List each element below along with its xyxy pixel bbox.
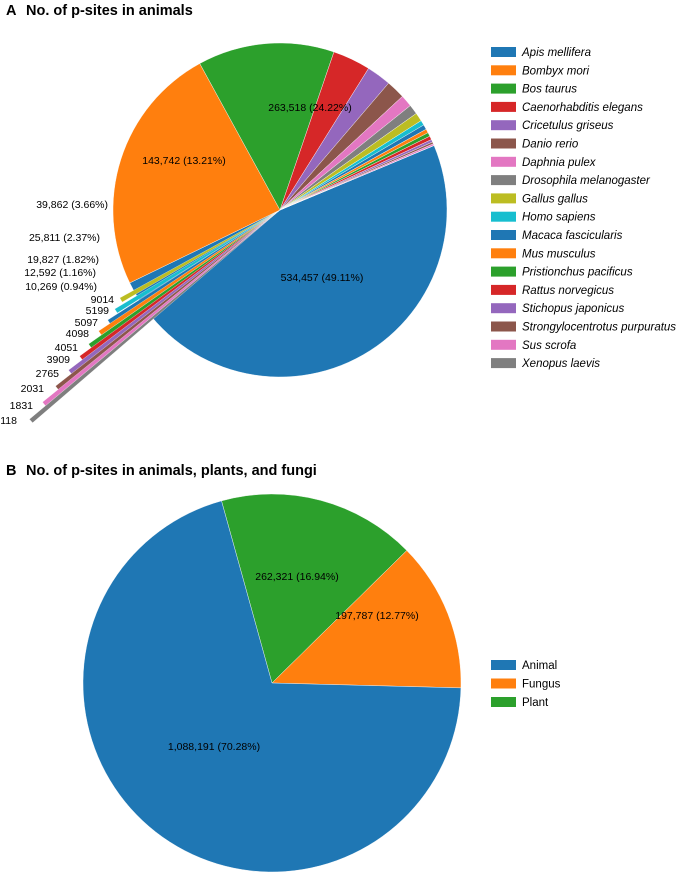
- panel-a-legend-swatch-pristionchus-pacificus: [491, 266, 516, 277]
- panel-a-legend-label-apis-mellifera: Apis mellifera: [521, 47, 591, 59]
- panel-a-chart: A No. of p-sites in animals 534,457 (49.…: [0, 3, 676, 427]
- panel-a-label-pristionchus-pacificus: 4051: [55, 342, 79, 354]
- panel-a-label-drosophila-melanogaster: 10,269 (0.94%): [25, 281, 97, 293]
- panel-a-legend-swatch-macaca-fascicularis: [491, 230, 516, 240]
- panel-a-legend: Apis mellifera Bombyx mori Bos taurus Caeno…: [491, 47, 676, 370]
- panel-a-sliver-gallus-gallus: [119, 209, 281, 303]
- panel-a-legend-label-caenorhabditis-elegans: Caenorhabditis elegans: [522, 102, 643, 114]
- panel-a-legend-swatch-drosophila-melanogaster: [491, 175, 516, 186]
- panel-a-legend-swatch-rattus-norvegicus: [491, 284, 516, 295]
- panel-a-label-xenopus-laevis: 118: [0, 415, 17, 427]
- panel-a-sliver-homo-sapiens: [114, 209, 281, 314]
- panel-a-label-mus-musculus: 4098: [66, 328, 90, 340]
- panel-a-slice-bombyx-mori: [112, 63, 281, 284]
- panel-b-slice-fungus: [271, 550, 462, 689]
- panel-a-legend-swatch-sus-scrofa: [491, 339, 516, 350]
- panel-b-label-plant: 262,321 (16.94%): [255, 571, 338, 583]
- panel-a-letter: A: [6, 3, 17, 19]
- panel-b-slice-animal: [82, 500, 462, 872]
- panel-a-label-strongylocentrotus-purpuratus: 2031: [21, 383, 45, 395]
- panel-a-label-cricetulus-griseus: 25,811 (2.37%): [29, 232, 100, 244]
- panel-a-label-stichopus-japonicus: 2765: [36, 368, 60, 380]
- panel-a-pie: 534,457 (49.11%) 263,518 (24.22%) 143,742 …: [0, 42, 448, 427]
- panel-a-legend-label-cricetulus-griseus: Cricetulus griseus: [522, 120, 614, 132]
- panel-b-letter: B: [6, 463, 16, 479]
- panel-a-legend-swatch-stichopus-japonicus: [491, 303, 516, 314]
- panel-b-legend-label-animal: Animal: [522, 660, 557, 672]
- panel-a-legend-label-homo-sapiens: Homo sapiens: [522, 212, 596, 224]
- panel-a-legend-swatch-daphnia-pulex: [491, 156, 516, 167]
- panel-a-label-bombyx-mori: 263,518 (24.22%): [268, 102, 351, 114]
- panel-a-slice-apis-mellifera: [129, 145, 448, 378]
- panel-b-legend-swatch-animal: [491, 660, 516, 670]
- panel-a-legend-swatch-bos-taurus: [491, 83, 516, 94]
- panel-a-legend-label-bos-taurus: Bos taurus: [522, 84, 577, 96]
- panel-a-slice-bos-taurus: [199, 42, 335, 211]
- panel-a-legend-swatch-strongylocentrotus-purpuratus: [491, 321, 516, 332]
- panel-b-legend-swatch-plant: [491, 697, 516, 707]
- panel-b-legend: Animal Fungus Plant: [491, 660, 561, 709]
- panel-a-legend-swatch-danio-rerio: [491, 138, 516, 149]
- panel-a-label-bos-taurus: 143,742 (13.21%): [142, 155, 225, 167]
- panel-a-legend-swatch-bombyx-mori: [491, 65, 516, 76]
- panel-a-label-macaca-fascicularis: 5097: [75, 317, 99, 329]
- panel-a-label-rattus-norvegicus: 3909: [47, 354, 71, 366]
- panel-a-legend-label-drosophila-melanogaster: Drosophila melanogaster: [522, 175, 651, 187]
- panel-a-label-apis-mellifera: 534,457 (49.11%): [281, 272, 364, 284]
- panel-b-legend-label-plant: Plant: [522, 697, 549, 709]
- panel-a-label-sus-scrofa: 1831: [10, 400, 34, 412]
- panel-a-legend-label-bombyx-mori: Bombyx mori: [522, 65, 590, 77]
- panel-a-legend-label-mus-musculus: Mus musculus: [522, 248, 596, 260]
- panel-a-legend-swatch-caenorhabditis-elegans: [491, 101, 516, 112]
- panel-a-title: No. of p-sites in animals: [26, 3, 193, 19]
- panel-a-label-daphnia-pulex: 12,592 (1.16%): [24, 267, 96, 279]
- panel-b-label-fungus: 197,787 (12.77%): [335, 610, 418, 622]
- panel-a-legend-swatch-apis-mellifera: [491, 47, 516, 57]
- panel-a-legend-swatch-cricetulus-griseus: [491, 120, 516, 131]
- panel-a-sliver-xenopus-laevis: [29, 209, 281, 424]
- panel-a-slice-xenopus-laevis: [279, 145, 435, 211]
- panel-a-legend-label-danio-rerio: Danio rerio: [522, 139, 579, 151]
- panel-b-label-animal: 1,088,191 (70.28%): [168, 741, 260, 753]
- panel-a-label-danio-rerio: 19,827 (1.82%): [27, 254, 99, 266]
- panel-b-title: No. of p-sites in animals, plants, and f…: [26, 463, 317, 479]
- panel-a-label-gallus-gallus: 9014: [91, 294, 115, 306]
- panel-a-legend-swatch-gallus-gallus: [491, 193, 516, 204]
- panel-a-legend-label-sus-scrofa: Sus scrofa: [522, 340, 576, 352]
- panel-b-chart: B No. of p-sites in animals, plants, and…: [6, 463, 561, 872]
- panel-b-legend-label-fungus: Fungus: [522, 679, 561, 691]
- panel-b-pie: 1,088,191 (70.28%) 197,787 (12.77%) 262,32…: [82, 493, 462, 872]
- panel-a-legend-swatch-mus-musculus: [491, 248, 516, 259]
- panel-a-legend-label-stichopus-japonicus: Stichopus japonicus: [522, 303, 625, 315]
- panel-a-legend-label-daphnia-pulex: Daphnia pulex: [522, 157, 597, 169]
- panel-a-legend-label-macaca-fascicularis: Macaca fascicularis: [522, 230, 623, 242]
- panel-a-label-homo-sapiens: 5199: [86, 305, 110, 317]
- panel-a-legend-label-gallus-gallus: Gallus gallus: [522, 193, 588, 205]
- panel-b-legend-swatch-fungus: [491, 678, 516, 689]
- panel-a-legend-label-strongylocentrotus-purpuratus: Strongylocentrotus purpuratus: [522, 322, 676, 334]
- panel-a-legend-label-pristionchus-pacificus: Pristionchus pacificus: [522, 267, 633, 279]
- panel-b-slice-plant: [221, 493, 408, 684]
- panel-a-legend-swatch-xenopus-laevis: [491, 358, 516, 369]
- panel-a-legend-label-xenopus-laevis: Xenopus laevis: [521, 358, 600, 370]
- panel-a-legend-swatch-homo-sapiens: [491, 211, 516, 222]
- panel-a-legend-label-rattus-norvegicus: Rattus norvegicus: [522, 285, 614, 297]
- panel-a-label-caenorhabditis-elegans: 39,862 (3.66%): [36, 199, 108, 211]
